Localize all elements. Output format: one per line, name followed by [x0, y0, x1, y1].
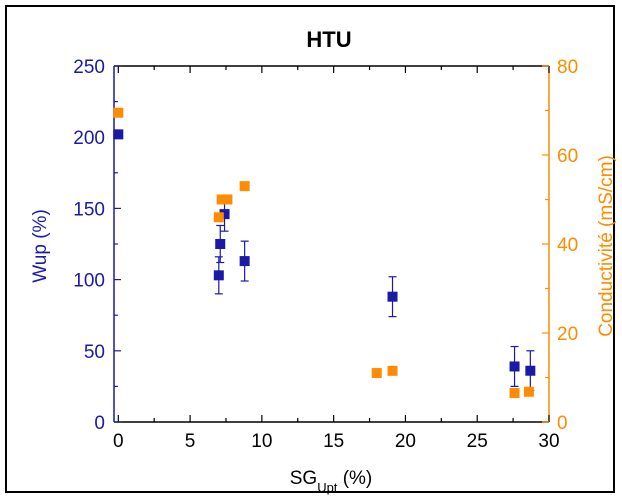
wup-point [113, 129, 124, 140]
wup-point [215, 239, 226, 249]
x-axis-label-main: SG [290, 468, 317, 489]
y-tick-label: 0 [94, 413, 105, 434]
conductivity-point [371, 368, 382, 379]
y-tick-label: 100 [73, 271, 105, 292]
y-tick-label: 250 [73, 57, 105, 78]
y2-tick-label: 60 [557, 146, 578, 167]
chart-title: HTU [306, 27, 351, 52]
wup-point [213, 270, 224, 281]
chart-frame [5, 5, 615, 493]
x-tick-label: 20 [395, 431, 416, 452]
x-tick-label: 0 [113, 431, 124, 452]
conductivity-point [113, 107, 124, 118]
y2-tick-label: 80 [557, 57, 578, 78]
x-tick-label: 25 [467, 431, 488, 452]
x-tick-label: 15 [323, 431, 344, 452]
wup-point [525, 365, 536, 376]
x-axis-label-unit: (%) [337, 468, 372, 489]
wup-point [387, 291, 398, 302]
x-axis-label-sub: Upt [317, 480, 338, 495]
y-tick-label: 200 [73, 128, 105, 149]
conductivity-point [387, 365, 398, 376]
y-axis-label: Wup (%) [30, 209, 51, 283]
y2-tick-label: 20 [557, 324, 578, 345]
x-tick-label: 5 [185, 431, 196, 452]
x-axis-label: SGUpt (%) [290, 468, 373, 495]
y-tick-label: 150 [73, 199, 105, 220]
wup-point [509, 361, 520, 372]
y-tick-label: 50 [84, 342, 105, 363]
x-tick-label: 30 [538, 431, 559, 452]
conductivity-point [523, 386, 534, 397]
wup-point [239, 256, 250, 267]
y2-axis-label: Conductivité (mS/cm) [596, 155, 617, 337]
conductivity-point [216, 194, 227, 205]
y2-tick-label: 0 [557, 413, 568, 434]
y2-tick-label: 40 [557, 235, 578, 256]
x-tick-label: 10 [251, 431, 272, 452]
conductivity-point [239, 181, 250, 192]
conductivity-point [222, 194, 233, 205]
wup-point [219, 209, 230, 220]
conductivity-point [213, 212, 224, 223]
conductivity-point [509, 388, 520, 399]
